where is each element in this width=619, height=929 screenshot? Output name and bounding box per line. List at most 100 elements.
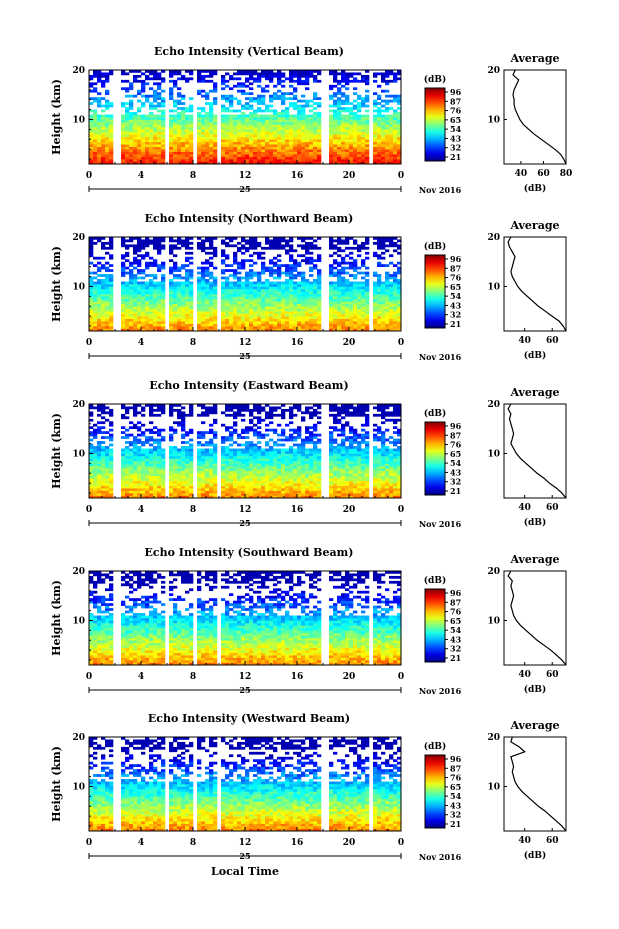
heatmap-cell: [249, 288, 254, 292]
heatmap-cell: [221, 97, 226, 100]
heatmap-cell: [97, 480, 102, 484]
heatmap-cell: [221, 136, 226, 140]
heatmap-cell: [333, 271, 338, 275]
heatmap-cell: [145, 281, 150, 285]
heatmap-cell: [145, 478, 150, 481]
heatmap-cell: [257, 84, 262, 88]
heatmap-cell: [241, 316, 246, 319]
heatmap-cell: [229, 318, 234, 322]
heatmap-cell: [289, 154, 294, 157]
heatmap-cell: [265, 326, 270, 329]
heatmap-cell: [209, 126, 214, 130]
heatmap-cell: [265, 146, 270, 150]
heatmap-cell: [345, 124, 350, 128]
heatmap-cell: [289, 134, 294, 138]
heatmap-cell: [289, 323, 294, 327]
heatmap-cell: [237, 102, 242, 105]
heatmap-cell: [197, 296, 202, 300]
heatmap-cell: [129, 121, 134, 125]
heatmap-cell: [169, 488, 174, 491]
heatmap-cell: [281, 316, 286, 319]
heatmap-cell: [365, 271, 370, 275]
heatmap-cell: [281, 293, 286, 297]
heatmap-cell: [125, 436, 130, 439]
heatmap-cell: [97, 144, 102, 147]
heatmap-cell: [89, 298, 94, 302]
heatmap-cell: [373, 316, 378, 319]
heatmap-cell: [353, 77, 358, 81]
heatmap-cell: [173, 146, 178, 150]
heatmap-cell: [197, 413, 202, 417]
heatmap-cell: [341, 288, 346, 292]
heatmap-cell: [293, 291, 298, 295]
heatmap-cell: [153, 483, 158, 486]
heatmap-cell: [233, 97, 238, 100]
heatmap-cell: [245, 119, 250, 123]
heatmap-cell: [313, 74, 318, 78]
heatmap-cell: [285, 264, 290, 267]
heatmap-cell: [265, 239, 270, 243]
heatmap-cell: [269, 261, 274, 265]
heatmap-cell: [257, 102, 262, 105]
heatmap-cell: [269, 139, 274, 143]
heatmap-cell: [157, 144, 162, 147]
heatmap-cell: [145, 328, 150, 332]
heatmap-cell: [161, 468, 166, 472]
heatmap-cell: [305, 256, 310, 260]
heatmap-cell: [173, 470, 178, 474]
heatmap-cell: [357, 94, 362, 98]
heatmap-cell: [365, 274, 370, 277]
heatmap-cell: [237, 139, 242, 143]
heatmap-cell: [317, 276, 322, 280]
heatmap-cell: [173, 151, 178, 155]
heatmap-cell: [381, 114, 386, 118]
heatmap-cell: [189, 276, 194, 280]
heatmap-cell: [141, 301, 146, 305]
heatmap-cell: [281, 291, 286, 295]
heatmap-cell: [345, 311, 350, 314]
heatmap-cell: [149, 306, 154, 310]
heatmap-cell: [185, 463, 190, 467]
heatmap-cell: [153, 281, 158, 285]
heatmap-cell: [393, 94, 398, 98]
heatmap-cell: [129, 264, 134, 267]
heatmap-cell: [381, 298, 386, 302]
heatmap-cell: [97, 237, 102, 240]
heatmap-cell: [377, 284, 382, 287]
heatmap-cell: [189, 284, 194, 287]
heatmap-cell: [385, 301, 390, 305]
heatmap-cell: [233, 254, 238, 258]
heatmap-cell: [341, 77, 346, 81]
heatmap-cell: [149, 156, 154, 160]
heatmap-cell: [357, 109, 362, 113]
heatmap-cell: [317, 254, 322, 258]
heatmap-cell: [273, 296, 278, 300]
heatmap-cell: [337, 139, 342, 143]
heatmap-cell: [381, 251, 386, 255]
heatmap-cell: [125, 326, 130, 329]
heatmap-cell: [249, 141, 254, 145]
heatmap-cell: [189, 451, 194, 454]
heatmap-cell: [309, 306, 314, 310]
heatmap-cell: [185, 478, 190, 481]
heatmap-cell: [329, 151, 334, 155]
heatmap-cell: [93, 495, 98, 499]
heatmap-cell: [397, 293, 402, 297]
heatmap-cell: [129, 261, 134, 265]
heatmap-cell: [277, 134, 282, 138]
heatmap-cell: [125, 251, 130, 255]
heatmap-cell: [153, 448, 158, 452]
heatmap-cell: [309, 126, 314, 130]
heatmap-cell: [169, 483, 174, 486]
heatmap-cell: [237, 264, 242, 267]
heatmap-cell: [381, 237, 386, 240]
heatmap-cell: [177, 316, 182, 319]
heatmap-cell: [393, 328, 398, 332]
heatmap-cell: [181, 239, 186, 243]
heatmap-cell: [277, 291, 282, 295]
heatmap-cell: [189, 443, 194, 447]
heatmap-cell: [393, 284, 398, 287]
heatmap-cell: [293, 286, 298, 290]
heatmap-cell: [177, 237, 182, 240]
heatmap-cell: [385, 156, 390, 160]
